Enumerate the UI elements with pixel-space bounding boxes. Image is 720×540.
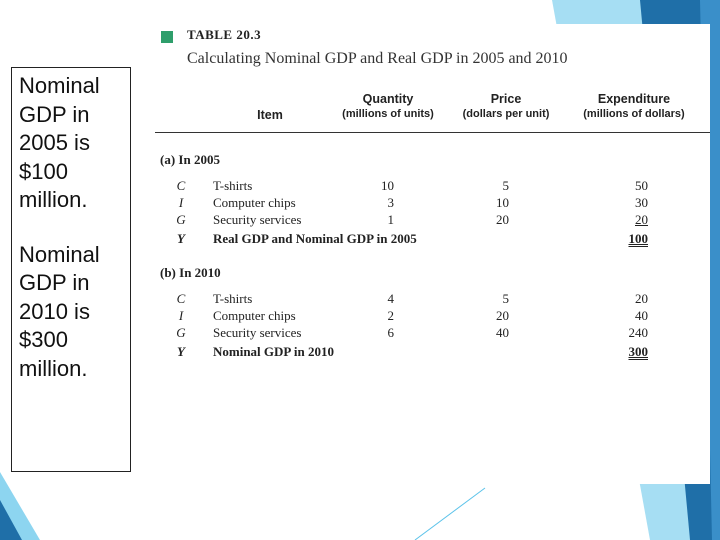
note-box: Nominal GDP in 2005 is $100 million. Nom… <box>11 67 131 472</box>
total-b-expenditure: 300 <box>628 344 649 359</box>
row-b-expenditure: 40 <box>635 308 648 323</box>
row-a-symbol: C <box>176 178 186 193</box>
row-a-item: Computer chips <box>213 195 296 210</box>
header-quantity-label: Quantity <box>362 92 414 106</box>
row-b-item: Security services <box>213 325 302 340</box>
header-expenditure: Expenditure (millions of dollars) <box>573 92 695 122</box>
table-number: TABLE 20.3 <box>187 27 262 42</box>
row-b-quantity: 4 <box>387 291 395 306</box>
row-a-price: 20 <box>496 212 509 227</box>
header-quantity: Quantity (millions of units) <box>333 92 443 122</box>
row-a-item: Security services <box>213 212 302 227</box>
header-price-unit: (dollars per unit) <box>462 108 550 120</box>
total-a-label: Real GDP and Nominal GDP in 2005 <box>213 231 417 246</box>
row-a-quantity: 1 <box>387 212 395 227</box>
row-a-symbol: G <box>176 212 186 227</box>
header-quantity-unit: (millions of units) <box>342 108 434 120</box>
section-a-label: (a) In 2005 <box>160 152 220 167</box>
header-price: Price (dollars per unit) <box>451 92 561 122</box>
row-b-price: 5 <box>502 291 510 306</box>
header-expenditure-label: Expenditure <box>597 92 671 106</box>
row-a-price: 10 <box>496 195 509 210</box>
row-a-expenditure: 50 <box>635 178 648 193</box>
header-expenditure-unit: (millions of dollars) <box>583 108 685 120</box>
row-b-quantity: 6 <box>387 325 395 340</box>
total-b-symbol: Y <box>177 344 185 359</box>
table-badge <box>161 31 173 43</box>
row-a-quantity: 10 <box>381 178 394 193</box>
row-a-expenditure: 30 <box>635 195 648 210</box>
table-title: Calculating Nominal GDP and Real GDP in … <box>187 50 568 67</box>
header-price-label: Price <box>490 92 522 106</box>
section-b-label: (b) In 2010 <box>160 265 221 280</box>
header-rule <box>155 132 710 133</box>
row-a-quantity: 3 <box>387 195 395 210</box>
row-a-item: T-shirts <box>213 178 253 193</box>
row-b-price: 40 <box>496 325 509 340</box>
row-a-price: 5 <box>502 178 510 193</box>
row-a-symbol: I <box>178 195 184 210</box>
row-b-expenditure: 240 <box>628 325 649 340</box>
row-b-symbol: C <box>176 291 186 306</box>
header-item: Item <box>257 108 283 122</box>
note-2010: Nominal GDP in 2010 is $300 million. <box>19 241 100 381</box>
total-a-symbol: Y <box>177 231 185 246</box>
gdp-table: TABLE 20.3 Calculating Nominal GDP and R… <box>155 24 710 484</box>
row-b-price: 20 <box>496 308 509 323</box>
row-a-expenditure: 20 <box>635 212 648 227</box>
row-b-symbol: I <box>178 308 184 323</box>
total-a-expenditure: 100 <box>628 231 649 246</box>
row-b-quantity: 2 <box>387 308 395 323</box>
row-b-expenditure: 20 <box>635 291 648 306</box>
note-2005: Nominal GDP in 2005 is $100 million. <box>19 73 100 212</box>
row-b-symbol: G <box>176 325 186 340</box>
row-b-item: Computer chips <box>213 308 296 323</box>
total-b-label: Nominal GDP in 2010 <box>213 344 334 359</box>
row-b-item: T-shirts <box>213 291 253 306</box>
